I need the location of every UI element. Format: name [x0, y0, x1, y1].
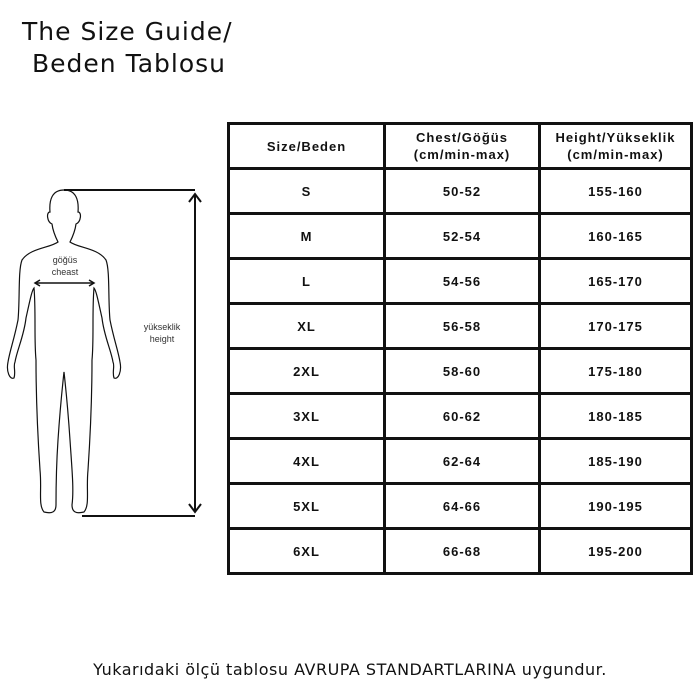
cell-size: 2XL: [227, 347, 386, 395]
table-row: 6XL 66-68 195-200: [227, 527, 693, 575]
header-height: Height/Yükseklik (cm/min-max): [538, 122, 693, 170]
cell-chest: 54-56: [383, 257, 541, 305]
header-size-text: Size/Beden: [266, 138, 347, 154]
table-row: L 54-56 165-170: [227, 257, 693, 305]
title-line-1: The Size Guide/: [22, 17, 233, 46]
header-size: Size/Beden: [227, 122, 386, 170]
table-row: 3XL 60-62 180-185: [227, 392, 693, 440]
cell-size: M: [227, 212, 386, 260]
table-row: M 52-54 160-165: [227, 212, 693, 260]
header-chest-line2: (cm/min-max): [413, 147, 511, 162]
cell-size: 4XL: [227, 437, 386, 485]
cell-chest: 66-68: [383, 527, 541, 575]
cell-height: 195-200: [538, 527, 693, 575]
cell-height: 170-175: [538, 302, 693, 350]
table-row: S 50-52 155-160: [227, 167, 693, 215]
cell-chest: 64-66: [383, 482, 541, 530]
cell-height: 165-170: [538, 257, 693, 305]
chest-label: göğüs cheast: [40, 254, 90, 278]
header-height-line1: Height/Yükseklik: [555, 130, 676, 145]
cell-height: 180-185: [538, 392, 693, 440]
cell-chest: 60-62: [383, 392, 541, 440]
body-outline: [6, 189, 122, 514]
page-title: The Size Guide/ Beden Tablosu: [22, 16, 233, 80]
cell-chest: 58-60: [383, 347, 541, 395]
cell-height: 185-190: [538, 437, 693, 485]
cell-size: XL: [227, 302, 386, 350]
header-height-line2: (cm/min-max): [567, 147, 664, 162]
body-figure-illustration: [6, 189, 202, 517]
cell-size: S: [227, 167, 386, 215]
cell-size: L: [227, 257, 386, 305]
cell-height: 160-165: [538, 212, 693, 260]
table-row: 4XL 62-64 185-190: [227, 437, 693, 485]
cell-height: 175-180: [538, 347, 693, 395]
chest-label-tr: göğüs: [52, 255, 78, 265]
table-row: 2XL 58-60 175-180: [227, 347, 693, 395]
cell-size: 5XL: [227, 482, 386, 530]
footer-note: Yukarıdaki ölçü tablosu AVRUPA STANDARTL…: [93, 660, 607, 679]
height-label-en: height: [149, 334, 175, 344]
height-label-tr: yükseklik: [143, 322, 181, 332]
height-label: yükseklik height: [132, 321, 192, 345]
cell-chest: 62-64: [383, 437, 541, 485]
header-chest: Chest/Göğüs (cm/min-max): [383, 122, 541, 170]
cell-chest: 52-54: [383, 212, 541, 260]
cell-size: 3XL: [227, 392, 386, 440]
cell-size: 6XL: [227, 527, 386, 575]
title-line-2: Beden Tablosu: [32, 49, 227, 78]
table-row: 5XL 64-66 190-195: [227, 482, 693, 530]
header-chest-line1: Chest/Göğüs: [416, 130, 508, 145]
chest-label-en: cheast: [51, 267, 79, 277]
cell-height: 190-195: [538, 482, 693, 530]
cell-chest: 56-58: [383, 302, 541, 350]
table-row: XL 56-58 170-175: [227, 302, 693, 350]
size-table: Size/Beden Chest/Göğüs (cm/min-max) Heigh…: [227, 122, 693, 575]
cell-height: 155-160: [538, 167, 693, 215]
cell-chest: 50-52: [383, 167, 541, 215]
table-header-row: Size/Beden Chest/Göğüs (cm/min-max) Heigh…: [227, 122, 693, 170]
